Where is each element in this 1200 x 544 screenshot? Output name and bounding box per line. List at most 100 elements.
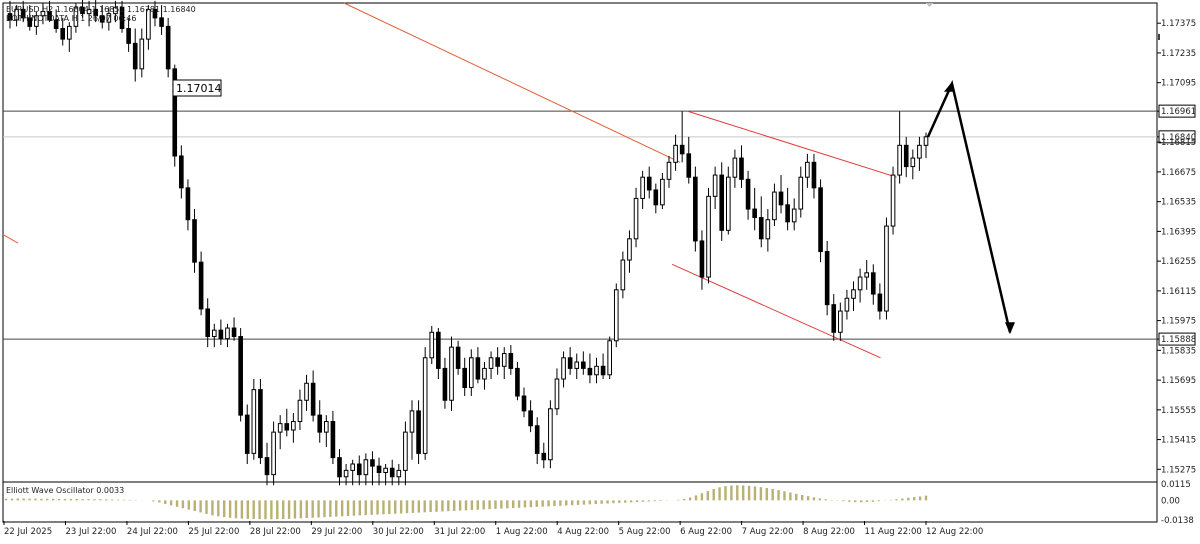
price-tick-label: 1.16115: [1161, 287, 1196, 297]
candle: [80, 0, 85, 18]
candle: [251, 379, 257, 460]
candle-body: [884, 225, 889, 312]
time-tick-label: 22 Jul 2025: [4, 527, 52, 537]
candle: [627, 230, 632, 273]
price-axis[interactable]: 1.17375 1.17235 1.17095 1.16961 1.168401.168…: [1157, 19, 1196, 475]
candle: [350, 459, 355, 486]
candle-body: [119, 6, 125, 29]
candle-body: [416, 410, 421, 454]
candle-body: [870, 272, 876, 295]
candle: [844, 289, 850, 320]
candle-body: [521, 395, 527, 412]
candle-body: [86, 8, 92, 15]
candle-body: [343, 469, 349, 478]
candle-body: [238, 336, 243, 416]
oscillator-series: [4, 485, 928, 520]
candle: [561, 351, 566, 388]
price-tick-label: 1.15835: [1161, 346, 1196, 356]
candle-body: [179, 155, 184, 189]
candle: [205, 298, 211, 348]
time-axis[interactable]: 22 Jul 2025 23 Jul 22:00 24 Jul 22:00 25 Ju…: [3, 521, 983, 537]
candle-body: [561, 357, 566, 380]
candle-body: [66, 25, 72, 40]
projection-arrow: [926, 79, 1015, 335]
candle: [27, 5, 33, 31]
candle: [139, 28, 145, 78]
candle-body: [765, 219, 771, 240]
price-tick-label: 1.15975: [1161, 317, 1196, 327]
price-tick-label: 1.16840: [1161, 133, 1196, 143]
trend-line[interactable]: [343, 2, 681, 163]
candle-body: [482, 367, 487, 380]
candle-body: [468, 357, 474, 389]
candle: [297, 389, 303, 431]
candle-body: [758, 217, 764, 240]
arrowhead-down: [1005, 322, 1015, 335]
channel-lower-line[interactable]: [671, 263, 881, 359]
oscillator-tick-label: -0.0138: [1161, 516, 1194, 526]
candle-body: [581, 361, 586, 369]
trend-lines: [2, 2, 897, 359]
channel-upper-line[interactable]: [687, 110, 897, 178]
candle: [851, 281, 856, 312]
price-tick-label: 1.16675: [1161, 168, 1196, 178]
candle: [416, 400, 421, 465]
candle: [198, 251, 204, 316]
candle: [258, 379, 263, 465]
candle: [646, 166, 652, 199]
candle-body: [442, 367, 448, 401]
time-tick-label: 5 Aug 22:00: [619, 527, 671, 537]
candle-body: [554, 378, 560, 410]
candle-body: [541, 452, 547, 461]
candle: [304, 374, 309, 411]
price-callout[interactable]: 1.17014: [172, 79, 222, 97]
candle: [277, 415, 283, 450]
time-tick-label: 12 Aug 22:00: [926, 527, 983, 537]
price-level-box: [1158, 104, 1196, 118]
candle-body: [93, 8, 98, 17]
candle: [488, 351, 494, 380]
shift-marker[interactable]: [926, 3, 933, 7]
symbol-info: EURUSD,H2 1.16804 1.16851 1.16781 1.1684…: [6, 5, 196, 14]
candle: [686, 136, 692, 184]
candle: [14, 5, 19, 27]
candle-body: [113, 6, 118, 15]
candle: [719, 162, 725, 241]
price-tick-label: 1.17095: [1161, 79, 1196, 89]
candle: [20, 0, 26, 23]
candle-body: [574, 361, 580, 369]
candle: [119, 0, 125, 33]
candle: [607, 336, 612, 380]
candle: [693, 166, 698, 252]
candle-body: [99, 15, 105, 23]
candle: [515, 362, 520, 401]
candle: [554, 368, 560, 416]
candle-body: [923, 136, 929, 146]
candle: [521, 387, 527, 418]
candle: [475, 347, 481, 384]
candle-body: [857, 276, 863, 291]
candle-body: [152, 8, 158, 19]
candle: [363, 453, 369, 486]
candle: [778, 175, 784, 214]
price-tick-label: 1.15275: [1161, 465, 1196, 475]
candle-body: [47, 10, 52, 21]
candle: [442, 357, 448, 409]
candle: [66, 22, 72, 52]
candle: [468, 349, 474, 397]
candle-body: [805, 161, 810, 178]
candle-body: [310, 382, 316, 416]
candle-body: [350, 463, 355, 471]
candle: [653, 183, 659, 214]
candle-body: [218, 329, 224, 340]
candle: [574, 353, 580, 380]
time-tick-label: 4 Aug 22:00: [557, 527, 609, 537]
candle-body: [449, 346, 454, 401]
candle-body: [211, 329, 217, 338]
candle: [231, 317, 237, 341]
candle: [159, 5, 164, 35]
oscillator-label: Elliott Wave Oscillator 0.0033: [6, 486, 124, 495]
candle-body: [192, 219, 197, 263]
